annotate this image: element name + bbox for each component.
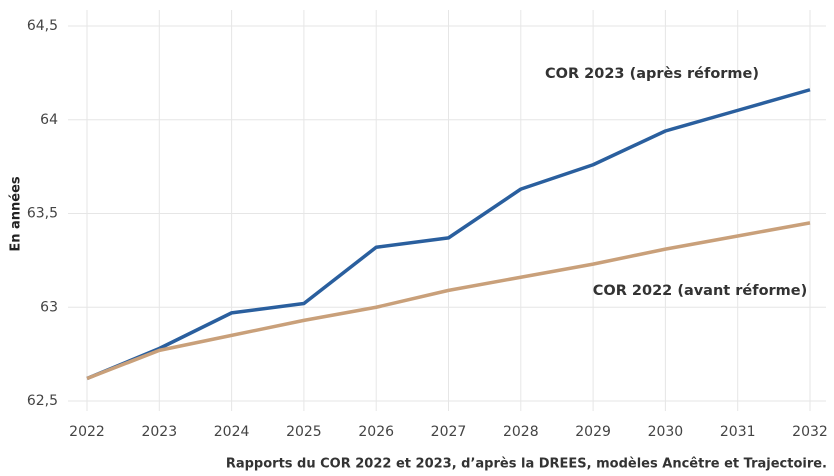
series-line [86, 88, 811, 381]
x-tick-label: 2025 [286, 424, 322, 440]
series-line [86, 221, 811, 381]
y-tick-label: 63,5 [27, 206, 58, 222]
x-tick-label: 2032 [792, 424, 828, 440]
y-tick-label: 63 [40, 299, 58, 315]
y-tick-label: 62,5 [27, 393, 58, 409]
series-label: COR 2022 (avant réforme) [593, 283, 808, 299]
y-axis-title: En années [9, 176, 24, 252]
y-tick-label: 64,5 [27, 18, 58, 34]
x-tick-label: 2031 [720, 424, 756, 440]
y-tick-label: 64 [40, 112, 58, 128]
x-tick-label: 2027 [431, 424, 467, 440]
source: Rapports du COR 2022 et 2023, d’après la… [226, 457, 827, 472]
x-tick-label: 2024 [214, 424, 250, 440]
x-tick-label: 2022 [69, 424, 105, 440]
x-tick-label: 2030 [648, 424, 684, 440]
x-tick-label: 2023 [141, 424, 177, 440]
x-tick-label: 2026 [358, 424, 394, 440]
series-label: COR 2023 (après réforme) [545, 66, 759, 82]
x-tick-label: 2028 [503, 424, 539, 440]
x-tick-label: 2029 [575, 424, 611, 440]
